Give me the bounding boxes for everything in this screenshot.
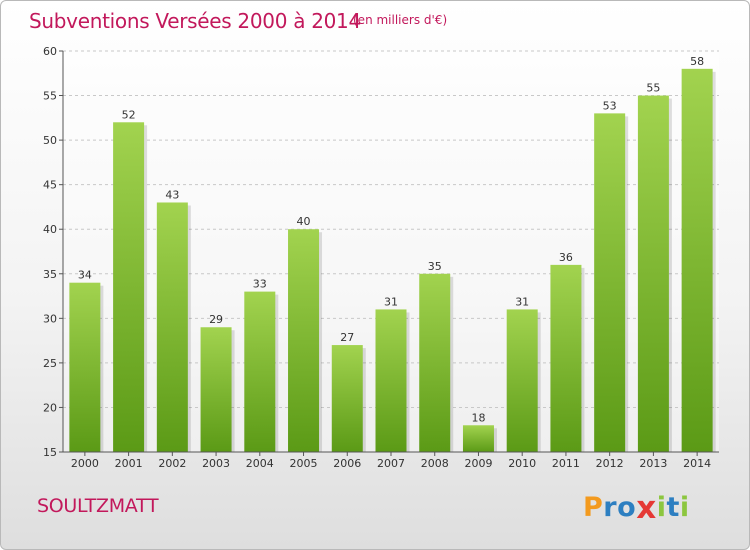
bar-series: 34 52 43 29 33 40 27 31 35 18 31 36 53 55 58 — [69, 55, 716, 453]
bar-2012 — [594, 113, 626, 452]
proxiti-logo[interactable]: Proxiti — [583, 488, 690, 526]
logo-letter: P — [583, 492, 604, 523]
x-tick-label-2006: 2006 — [333, 457, 361, 470]
bar-2008 — [419, 273, 451, 452]
data-label-2007: 31 — [384, 295, 398, 308]
x-tick-label-2008: 2008 — [421, 457, 449, 470]
data-label-2010: 31 — [515, 295, 529, 308]
x-tick-label-2012: 2012 — [596, 457, 624, 470]
bar-2010 — [506, 309, 538, 452]
bar-2014 — [681, 68, 713, 453]
y-tick-label: 15 — [43, 446, 57, 459]
data-label-2004: 33 — [253, 278, 267, 291]
x-tick-label-2002: 2002 — [158, 457, 186, 470]
y-tick-label: 50 — [43, 134, 57, 147]
bar-2013 — [637, 95, 669, 453]
y-tick-label: 30 — [43, 312, 57, 325]
x-tick-label-2013: 2013 — [639, 457, 667, 470]
y-tick-label: 40 — [43, 223, 57, 236]
x-tick-label-2004: 2004 — [246, 457, 274, 470]
data-label-2009: 18 — [471, 411, 485, 424]
bar-2005 — [288, 229, 320, 452]
y-tick-label: 45 — [43, 179, 57, 192]
y-tick-label: 25 — [43, 357, 57, 370]
x-tick-label-2014: 2014 — [683, 457, 711, 470]
data-label-2005: 40 — [297, 215, 311, 228]
logo-letter: x — [636, 490, 657, 526]
y-axis: 15 20 25 30 35 40 45 50 55 60 — [43, 45, 64, 459]
x-axis: 2000 2001 2002 2003 2004 2005 2006 2007 2008 2009… — [63, 451, 719, 470]
x-tick-label-2003: 2003 — [202, 457, 230, 470]
y-tick-label: 20 — [43, 401, 57, 414]
data-label-2002: 43 — [165, 188, 179, 201]
data-label-2014: 58 — [690, 55, 704, 68]
y-tick-label: 35 — [43, 268, 57, 281]
bar-2006 — [331, 345, 363, 452]
x-tick-label-2001: 2001 — [115, 457, 143, 470]
logo-letter: t — [666, 492, 680, 523]
bar-2009 — [462, 425, 494, 452]
data-label-2008: 35 — [428, 260, 442, 273]
bar-2011 — [550, 264, 582, 452]
y-tick-label: 60 — [43, 45, 57, 58]
x-tick-label-2011: 2011 — [552, 457, 580, 470]
x-tick-label-2005: 2005 — [290, 457, 318, 470]
x-tick-label-2009: 2009 — [464, 457, 492, 470]
bar-2002 — [156, 202, 188, 452]
bar-2000 — [69, 282, 101, 452]
x-tick-label-2010: 2010 — [508, 457, 536, 470]
commune-name: SOULTZMATT — [37, 495, 159, 517]
logo-letter: o — [617, 492, 637, 523]
data-label-2012: 53 — [603, 99, 617, 112]
data-label-2001: 52 — [122, 108, 136, 121]
bar-2007 — [375, 309, 407, 452]
chart-unit-label: (en milliers d'€) — [353, 13, 448, 27]
x-tick-label-2000: 2000 — [71, 457, 99, 470]
data-label-2013: 55 — [646, 82, 660, 95]
y-tick-label: 55 — [43, 90, 57, 103]
bar-2001 — [113, 122, 145, 453]
bar-2004 — [244, 291, 276, 452]
data-label-2011: 36 — [559, 251, 573, 264]
chart-title: Subventions Versées 2000 à 2014 — [29, 9, 361, 33]
logo-letter: r — [603, 492, 618, 523]
logo-letter: i — [679, 492, 690, 523]
x-tick-label-2007: 2007 — [377, 457, 405, 470]
logo-letter: i — [656, 492, 667, 523]
data-label-2006: 27 — [340, 331, 354, 344]
data-label-2000: 34 — [78, 269, 92, 282]
data-label-2003: 29 — [209, 313, 223, 326]
bar-2003 — [200, 327, 232, 452]
